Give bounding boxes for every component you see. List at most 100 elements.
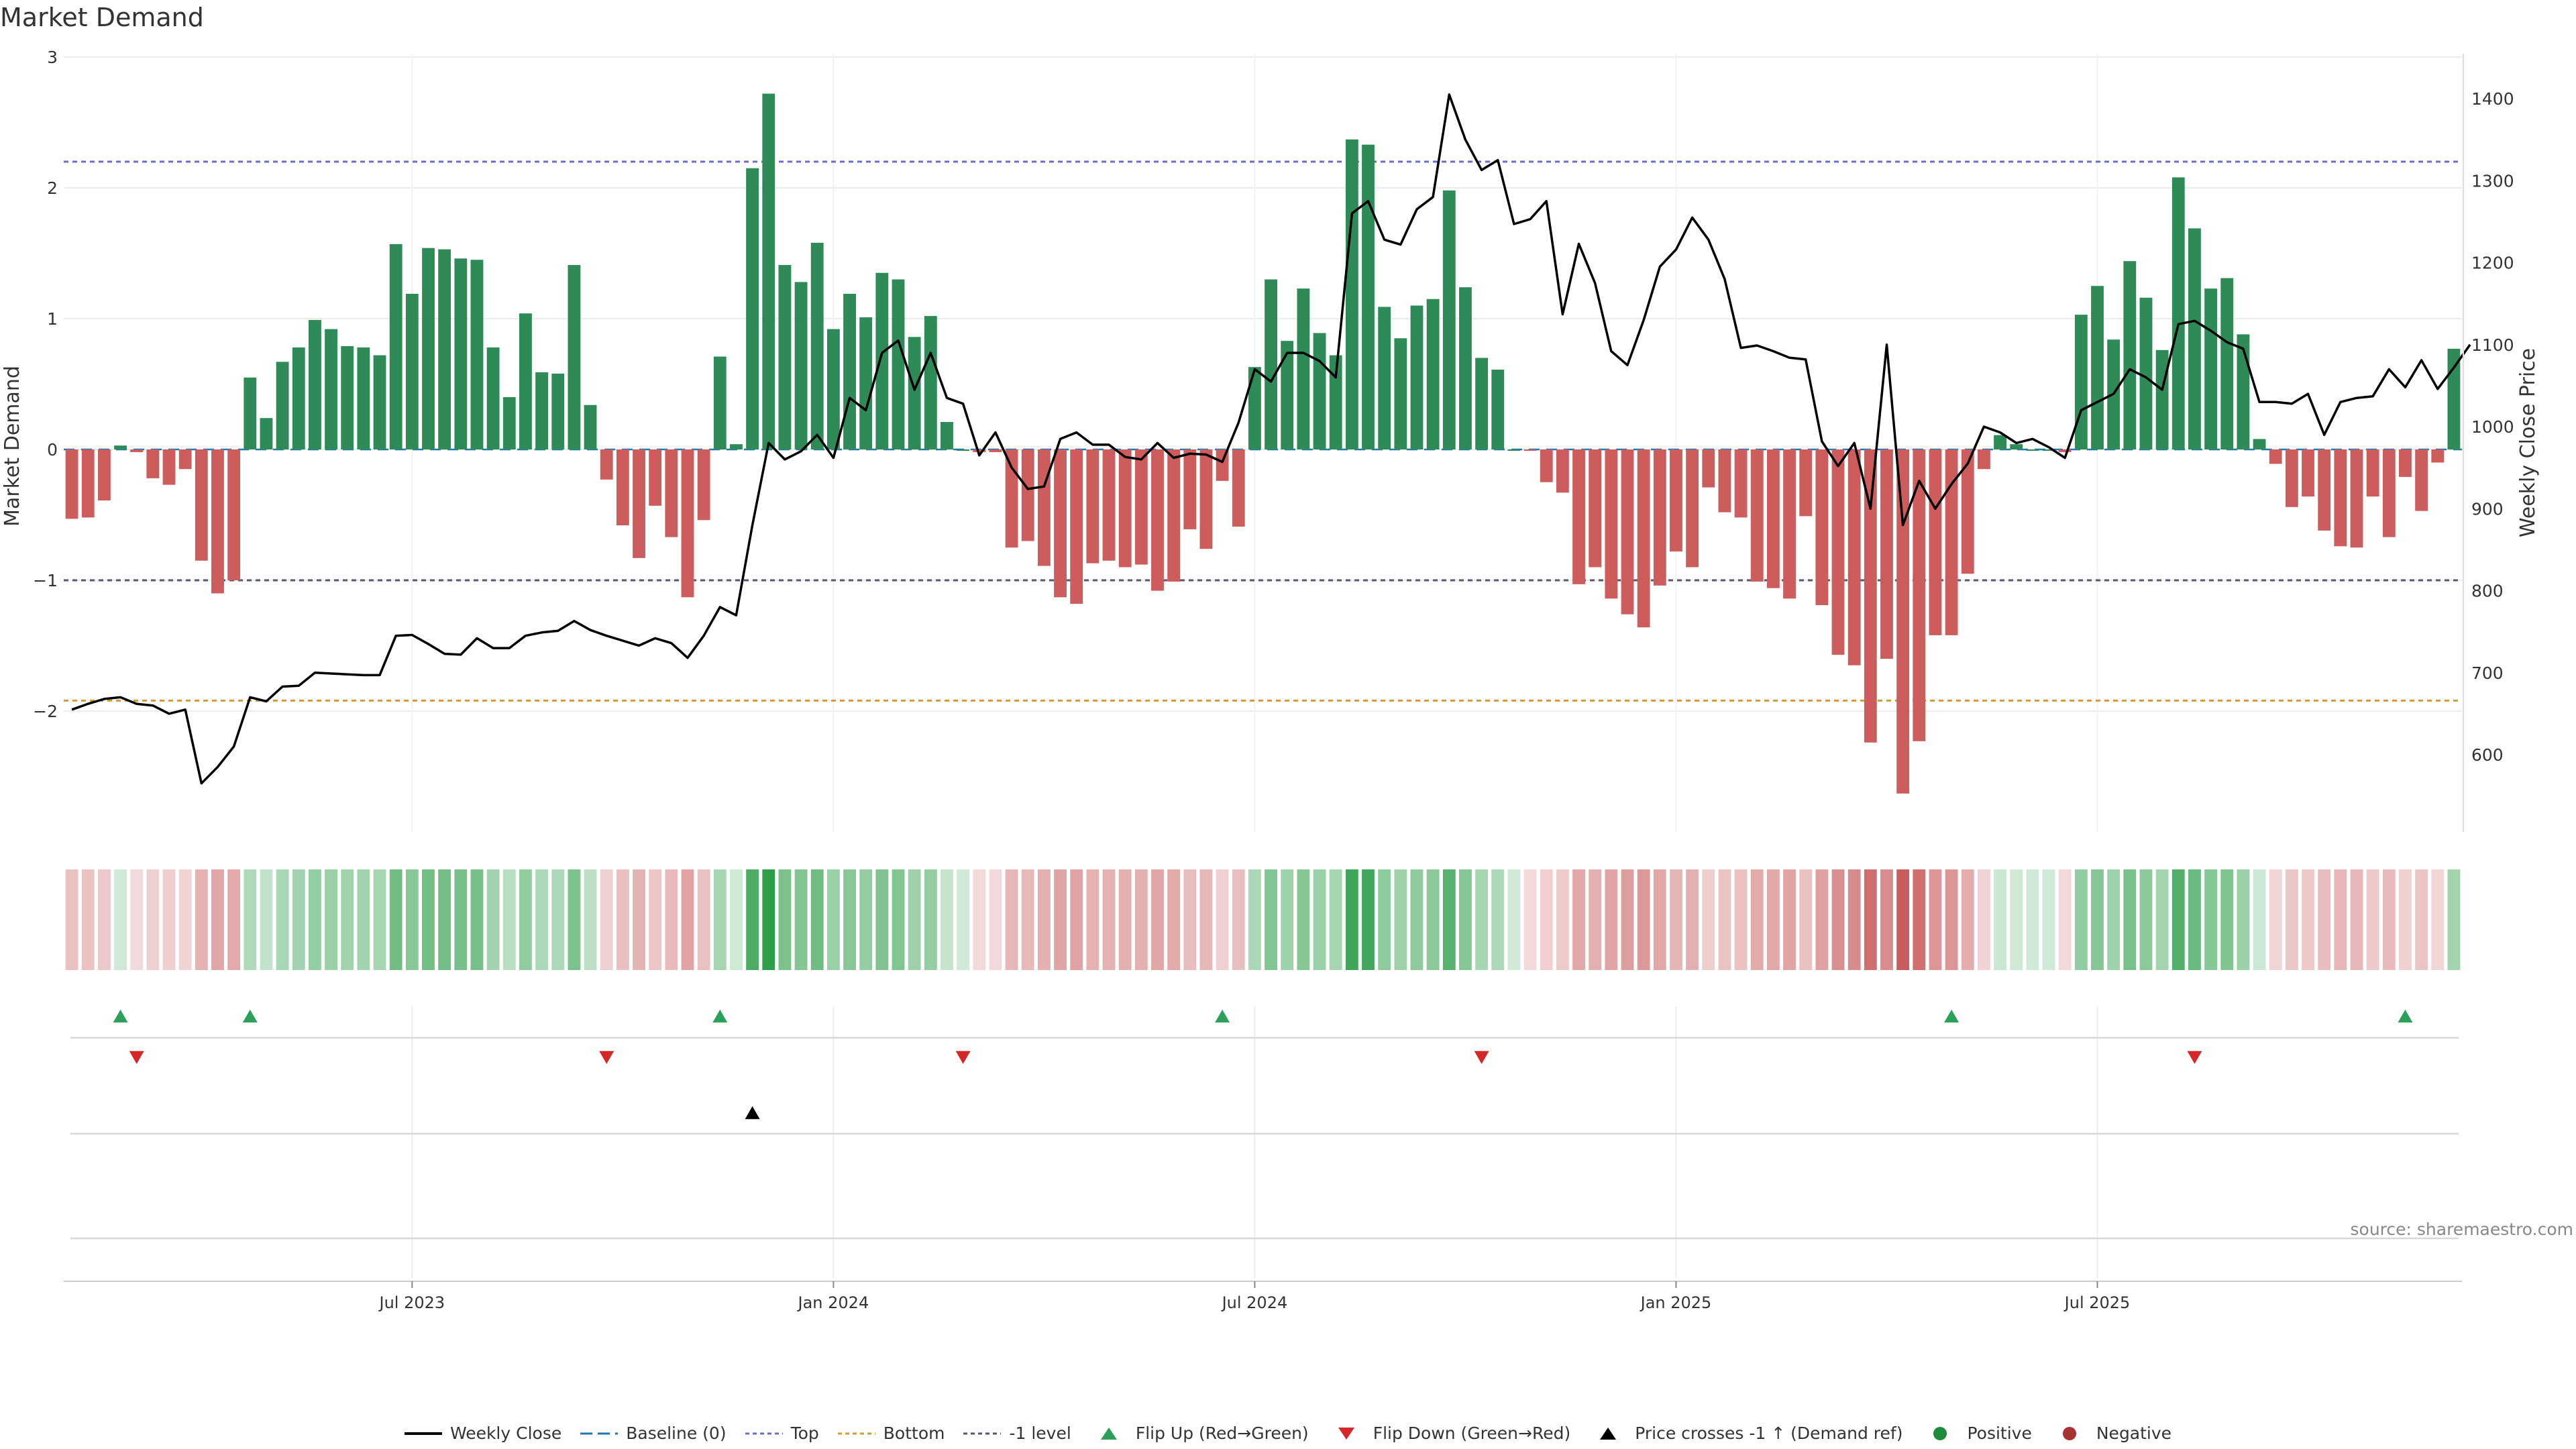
heat-cell (957, 869, 970, 970)
x-tick-label: Jul 2025 (2063, 1293, 2131, 1312)
heat-cell (130, 869, 144, 970)
positive-bar (957, 449, 970, 451)
legend-label: Flip Up (Red→Green) (1135, 1424, 1309, 1443)
heat-cell (1556, 869, 1569, 970)
negative-bar (633, 449, 645, 558)
heat-cell (908, 869, 921, 970)
heat-cell (1815, 869, 1829, 970)
positive-bar (438, 249, 451, 449)
heat-cell (1831, 869, 1845, 970)
y-tick-label: −2 (33, 702, 58, 721)
positive-bar (341, 345, 354, 449)
y2-tick-label: 700 (2471, 663, 2504, 683)
event-markers (70, 1010, 2459, 1240)
positive-bar (1491, 370, 1505, 449)
positive-bar (470, 260, 484, 449)
heat-cell (1913, 869, 1926, 970)
negative-bar (1054, 449, 1067, 598)
heat-cell (1426, 869, 1440, 970)
heat-cell (97, 869, 111, 970)
positive-bar (2091, 286, 2104, 449)
heat-cell (2366, 869, 2379, 970)
negative-bar (1232, 449, 1245, 527)
positive-bar (1378, 307, 1391, 449)
heat-cell (681, 869, 694, 970)
positive-bar (568, 265, 581, 449)
positive-bar (2139, 297, 2153, 449)
positive-bar (924, 316, 937, 449)
legend-swatch-baseline (580, 1432, 619, 1434)
heat-cell (1151, 869, 1164, 970)
heat-cell (162, 869, 176, 970)
negative-bar (1589, 449, 1602, 568)
positive-bar (389, 244, 402, 449)
y-axis-label: Market Demand (1, 366, 24, 527)
negative-bar (2285, 449, 2298, 507)
heat-cell (1199, 869, 1213, 970)
positive-bar (908, 337, 921, 449)
negative-bar (973, 449, 986, 452)
x-tick-label: Jan 2025 (1640, 1293, 1712, 1312)
negative-bar (1037, 449, 1051, 566)
negative-bar (665, 449, 678, 537)
negative-bar (1540, 449, 1553, 482)
negative-bar (2415, 449, 2428, 511)
positive-bar (584, 405, 597, 449)
legend-swatch-bottom (837, 1432, 875, 1434)
negative-bar (81, 449, 95, 518)
negative-bar (195, 449, 208, 561)
negative-bar (1686, 449, 1699, 568)
heat-cell (2026, 869, 2039, 970)
heat-cell (973, 869, 986, 970)
heat-cell (2318, 869, 2331, 970)
legend-swatch-minus-one (963, 1432, 1002, 1434)
heat-cell (892, 869, 905, 970)
heat-cell (405, 869, 419, 970)
heat-cell (1297, 869, 1310, 970)
positive-bar (826, 329, 840, 449)
negative-bar (1199, 449, 1213, 549)
heat-cell (989, 869, 1002, 970)
heat-cell (1345, 869, 1358, 970)
negative-bar (1086, 449, 1099, 564)
negative-bar (178, 449, 192, 470)
negative-bar (1913, 449, 1926, 741)
heat-cell (730, 869, 743, 970)
heat-cell (1442, 869, 1456, 970)
heat-cell (1880, 869, 1893, 970)
negative-bar (1961, 449, 1974, 574)
heat-cell (649, 869, 662, 970)
negative-bar (1151, 449, 1164, 591)
positive-bar (325, 329, 337, 449)
heat-cell (1945, 869, 1958, 970)
y-tick-label: 2 (47, 178, 58, 198)
positive-bar (1426, 299, 1440, 449)
legend-label: -1 level (1009, 1424, 1071, 1443)
heat-cell (2074, 869, 2088, 970)
weekly-close-line (71, 93, 2471, 785)
heat-cell (2042, 869, 2055, 970)
heat-cell (1670, 869, 1682, 970)
legend-label: Negative (2096, 1424, 2172, 1443)
heat-cell (1410, 869, 1424, 970)
heat-cell (924, 869, 937, 970)
heat-cell (1070, 869, 1083, 970)
positive-bar (486, 347, 500, 449)
negative-bar (146, 449, 160, 478)
y2-tick-label: 1400 (2471, 89, 2514, 109)
heat-cell (859, 869, 873, 970)
flip-up-marker (2398, 1010, 2413, 1023)
heat-cell (389, 869, 402, 970)
heat-strip (65, 869, 2461, 970)
heat-cell (1248, 869, 1261, 970)
heat-cell (1329, 869, 1342, 970)
positive-bar (2204, 288, 2218, 449)
negative-bar (1070, 449, 1083, 604)
heat-cell (325, 869, 337, 970)
negative-bar (616, 449, 629, 526)
legend-label: Bottom (883, 1424, 945, 1443)
negative-bar (1118, 449, 1132, 568)
flip-up-marker (113, 1010, 128, 1023)
positive-bar (357, 347, 370, 449)
heat-cell (1281, 869, 1294, 970)
